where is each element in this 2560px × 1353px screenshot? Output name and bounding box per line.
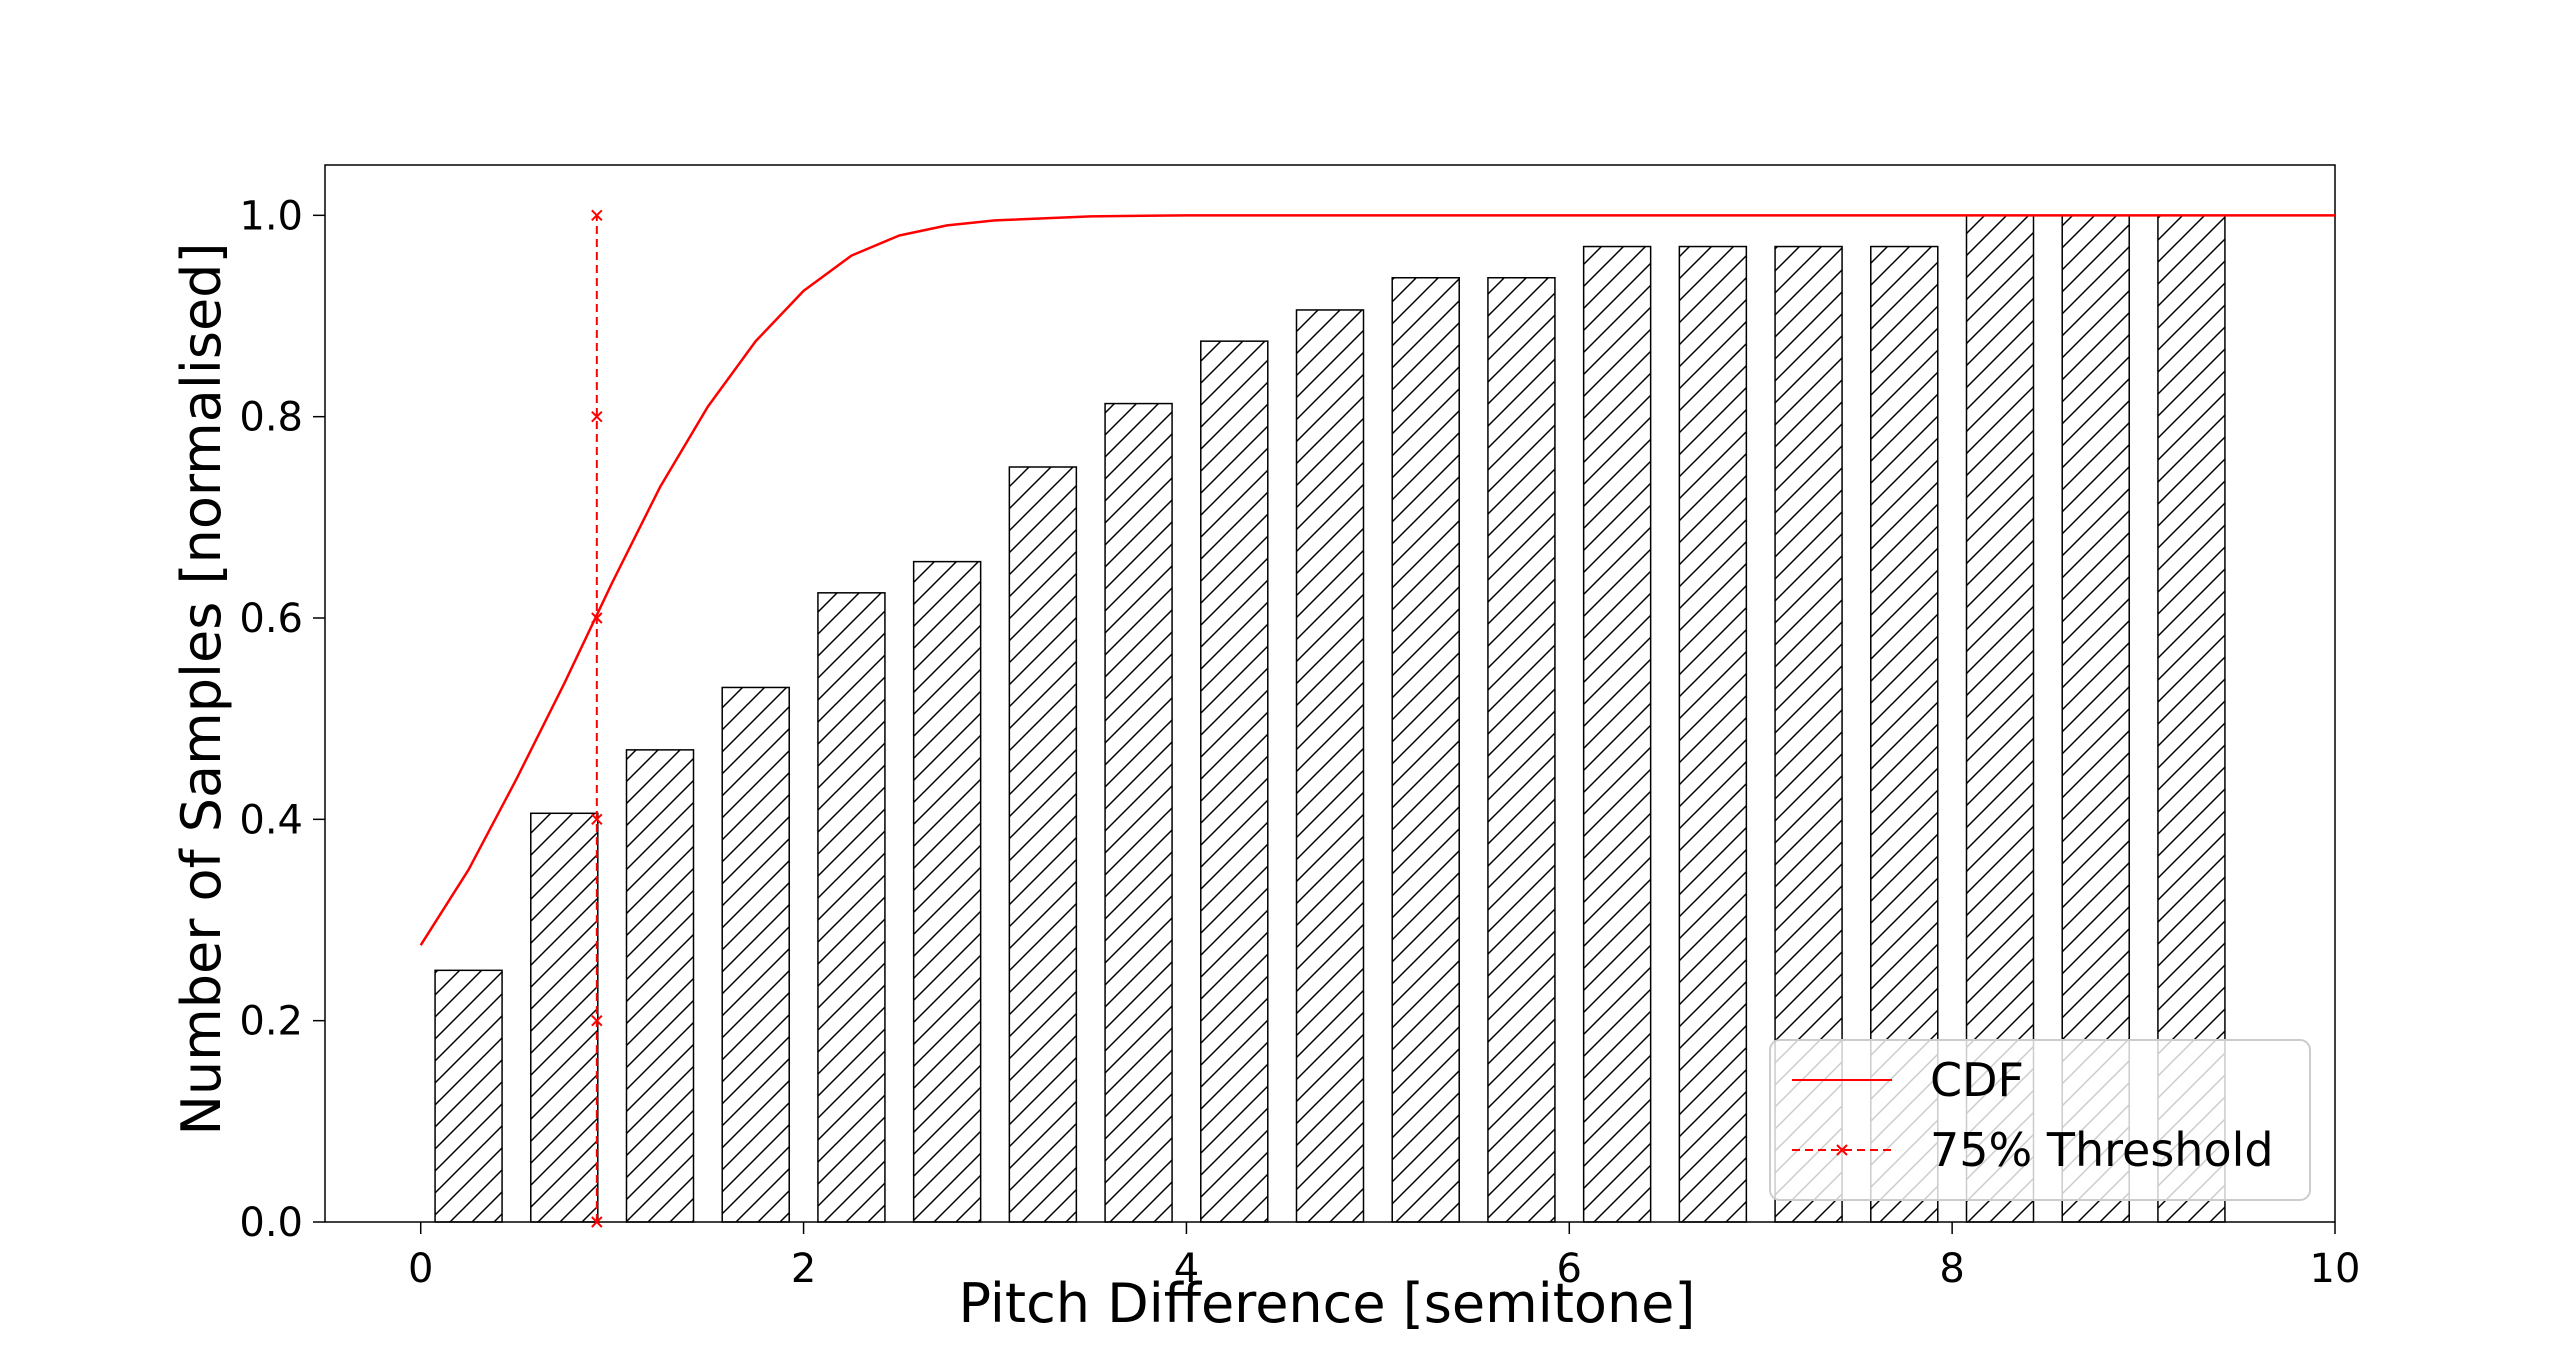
lines [419, 209, 2335, 1228]
threshold-marker [591, 209, 603, 222]
y-axis-label: Number of Samples [normalised] [170, 242, 233, 1135]
bar [625, 749, 695, 1223]
bar [1295, 309, 1365, 1223]
x-axis-label: Pitch Difference [semitone] [959, 1272, 1696, 1335]
threshold-marker [591, 813, 603, 826]
bar [817, 592, 886, 1223]
x-tick-label: 8 [1939, 1246, 1964, 1292]
bar [912, 560, 982, 1223]
bar [1008, 466, 1078, 1223]
legend: CDF 75% Threshold [1769, 1039, 2311, 1201]
plot-frame [324, 164, 2336, 1223]
x-tick-label: 0 [408, 1246, 433, 1292]
bar [1391, 276, 1460, 1223]
y-tick-label: 0.0 [239, 1200, 303, 1246]
threshold-marker [591, 410, 603, 423]
y-tick-label: 0.2 [239, 999, 303, 1045]
y-ticks: 0.0 0.2 0.4 0.6 0.8 1.0 [239, 193, 325, 1246]
y-tick-label: 0.4 [239, 797, 303, 843]
threshold-marker [591, 1216, 603, 1228]
x-ticks: 0 2 4 6 8 10 [408, 1222, 2360, 1292]
y-tick-label: 0.6 [239, 596, 303, 642]
legend-threshold-marker [1836, 1144, 1848, 1156]
legend-box [1769, 1039, 2311, 1201]
legend-cdf-label: CDF [1930, 1053, 2024, 1107]
x-tick-label: 2 [791, 1246, 816, 1292]
legend-threshold-label: 75% Threshold [1930, 1123, 2274, 1177]
x-tick-label: 10 [2310, 1246, 2361, 1292]
y-tick-label: 1.0 [239, 193, 303, 239]
bar [434, 969, 503, 1223]
threshold-marker [591, 1014, 603, 1027]
x-tick-label: 4 [1174, 1246, 1199, 1292]
bar [530, 812, 599, 1223]
threshold-marker [591, 612, 603, 624]
y-tick-label: 0.8 [239, 395, 303, 441]
bar [1582, 245, 1652, 1223]
bar [1487, 276, 1556, 1223]
bar [1200, 340, 1269, 1223]
bar [1678, 245, 1748, 1223]
bar [721, 686, 790, 1223]
bar [1104, 402, 1173, 1223]
cdf-line [419, 214, 2335, 946]
x-tick-label: 6 [1557, 1246, 1582, 1292]
